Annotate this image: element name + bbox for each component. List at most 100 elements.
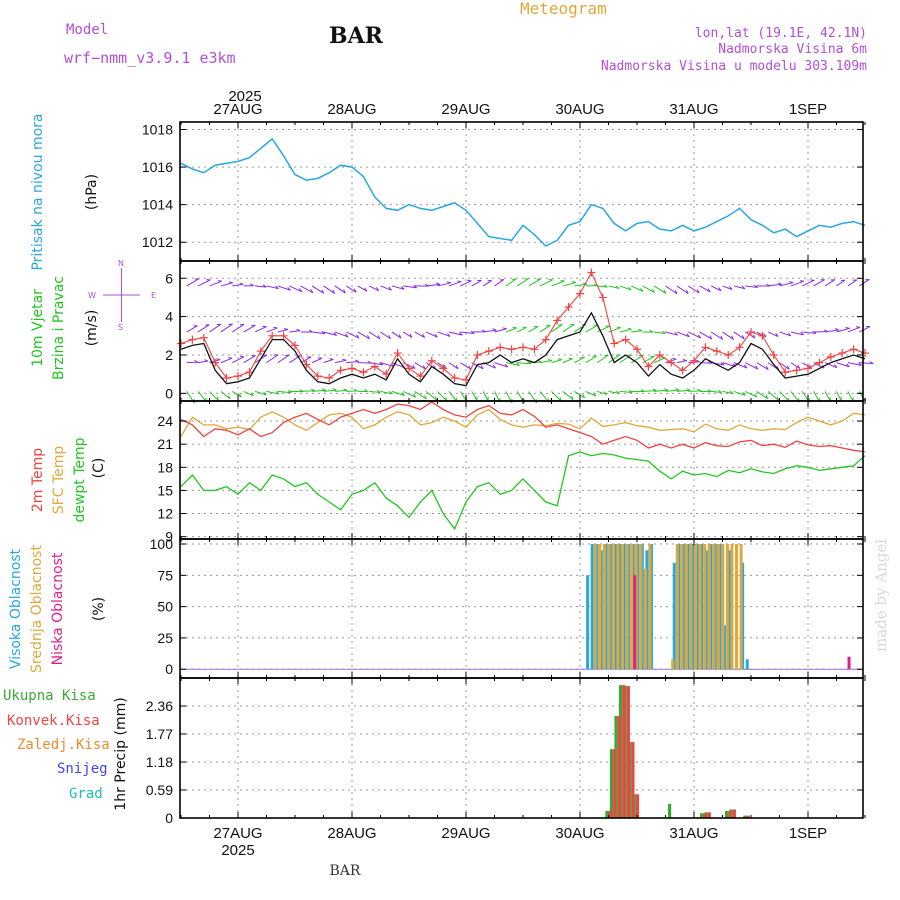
y-tick-label: 1014 bbox=[142, 197, 173, 213]
high-cloud-bar bbox=[613, 544, 617, 670]
mid-cloud-bar bbox=[648, 544, 652, 670]
low-cloud-bar bbox=[847, 656, 851, 670]
wind-barb bbox=[505, 327, 517, 333]
sfc-temp-line bbox=[180, 408, 866, 437]
high-cloud-bar bbox=[672, 562, 676, 670]
wind-barb bbox=[824, 362, 837, 369]
mid-cloud-bar bbox=[698, 544, 702, 670]
wind-barb bbox=[859, 279, 870, 287]
high-cloud-bar bbox=[677, 544, 681, 670]
bottom-day-label: 27AUG bbox=[213, 825, 262, 842]
pressure-unit: (hPa) bbox=[84, 174, 100, 210]
wind-barb-head bbox=[343, 388, 348, 391]
bottom-day-label: 30AUG bbox=[555, 825, 604, 842]
wind-barb bbox=[494, 362, 508, 368]
y-tick-label: 100 bbox=[150, 536, 174, 552]
mid-cloud-bar bbox=[630, 544, 634, 670]
wind-barb bbox=[334, 389, 348, 392]
wind-barb-head bbox=[557, 358, 562, 361]
wind-barb bbox=[380, 285, 392, 291]
wind-barb bbox=[745, 331, 756, 339]
wind-barb-head bbox=[729, 390, 734, 395]
mid-cloud-bar bbox=[735, 544, 739, 670]
wind-barb-head bbox=[388, 286, 392, 291]
convective-precip-bar bbox=[622, 685, 626, 818]
wind-barb-head bbox=[755, 365, 759, 370]
wind-barb bbox=[482, 391, 489, 402]
wind-barb-head bbox=[516, 362, 520, 366]
wind-barb bbox=[460, 331, 475, 335]
wind-barb-head bbox=[424, 395, 427, 400]
high-cloud-bar bbox=[741, 562, 745, 670]
wind-barb-head bbox=[858, 362, 862, 366]
wind-barb bbox=[665, 285, 678, 295]
cloud-title-low: Niska Oblacnost bbox=[50, 552, 66, 665]
wind-barb-head bbox=[709, 335, 713, 340]
wind-barb bbox=[654, 389, 669, 392]
wind-barb bbox=[745, 390, 758, 398]
top-day-label: 28AUG bbox=[327, 101, 376, 118]
bottom-day-label: 1SEP bbox=[789, 825, 827, 842]
wind-barb bbox=[779, 282, 794, 287]
convective-precip-bar bbox=[732, 809, 736, 818]
wind-barb-head bbox=[571, 395, 574, 400]
wind-barb-head bbox=[652, 388, 657, 392]
temp-2m-line bbox=[180, 401, 866, 453]
wind-barb bbox=[597, 285, 608, 288]
wind-gust-line bbox=[180, 271, 866, 381]
wind-barb bbox=[254, 390, 267, 396]
mid-cloud-bar bbox=[730, 544, 734, 670]
wind-barb-head bbox=[353, 288, 357, 293]
y-tick-label: 0.59 bbox=[146, 782, 173, 798]
wind-barb bbox=[733, 331, 745, 340]
wind-barb bbox=[346, 361, 359, 364]
wind-barb bbox=[277, 390, 292, 394]
wind-barb-head bbox=[344, 333, 349, 338]
wind-barb-head bbox=[275, 390, 280, 395]
wind-unit: (m/s) bbox=[84, 310, 100, 347]
y-tick-label: 50 bbox=[157, 599, 173, 615]
wind-barb-head bbox=[707, 389, 712, 393]
high-cloud-bar bbox=[622, 544, 626, 670]
wind-barb bbox=[540, 360, 552, 364]
wind-barb bbox=[380, 362, 395, 367]
wind-barb bbox=[642, 390, 657, 392]
elevation-label: Nadmorska Visina 6m bbox=[718, 42, 867, 57]
y-tick-label: 2 bbox=[165, 347, 173, 363]
y-tick-label: 0 bbox=[165, 810, 173, 826]
wind-barb bbox=[517, 326, 527, 333]
wind-barb bbox=[779, 391, 790, 402]
wind-barb bbox=[437, 391, 448, 402]
wind-barb bbox=[369, 362, 383, 366]
wind-barb bbox=[585, 324, 599, 333]
wind-barb bbox=[403, 331, 413, 338]
wind-barb-head bbox=[765, 365, 769, 370]
compass-rose: W E N S bbox=[88, 259, 156, 332]
wind-barb-head bbox=[329, 358, 334, 360]
wind-barb bbox=[836, 279, 846, 287]
temp-title-sfc: SFC Temp bbox=[51, 446, 67, 515]
wind-barb bbox=[562, 358, 573, 364]
lonlat-label: lon,lat (19.1E, 42.1N) bbox=[695, 26, 867, 41]
high-cloud-bar bbox=[713, 544, 717, 670]
compass-east: E bbox=[151, 291, 156, 300]
mid-cloud-bar bbox=[675, 544, 679, 670]
wind-barb-head bbox=[287, 286, 291, 291]
wind-barb-head bbox=[707, 288, 711, 293]
wind-barb bbox=[380, 331, 391, 340]
panel-frame bbox=[179, 400, 864, 540]
mid-cloud-bar bbox=[593, 544, 597, 670]
dewpoint-line bbox=[180, 451, 866, 531]
mid-cloud-bar bbox=[625, 544, 629, 670]
wind-barb bbox=[460, 362, 471, 370]
mid-cloud-bar bbox=[684, 544, 688, 670]
wind-barb bbox=[266, 390, 280, 395]
top-day-label: 30AUG bbox=[555, 101, 604, 118]
y-tick-label: 15 bbox=[157, 482, 173, 498]
panel-frame bbox=[179, 121, 864, 262]
wind-barb-head bbox=[504, 363, 509, 368]
wind-barb-head bbox=[789, 281, 794, 284]
legend-total-rain: Ukupna Kisa bbox=[3, 688, 96, 704]
wind-barb bbox=[494, 391, 501, 403]
